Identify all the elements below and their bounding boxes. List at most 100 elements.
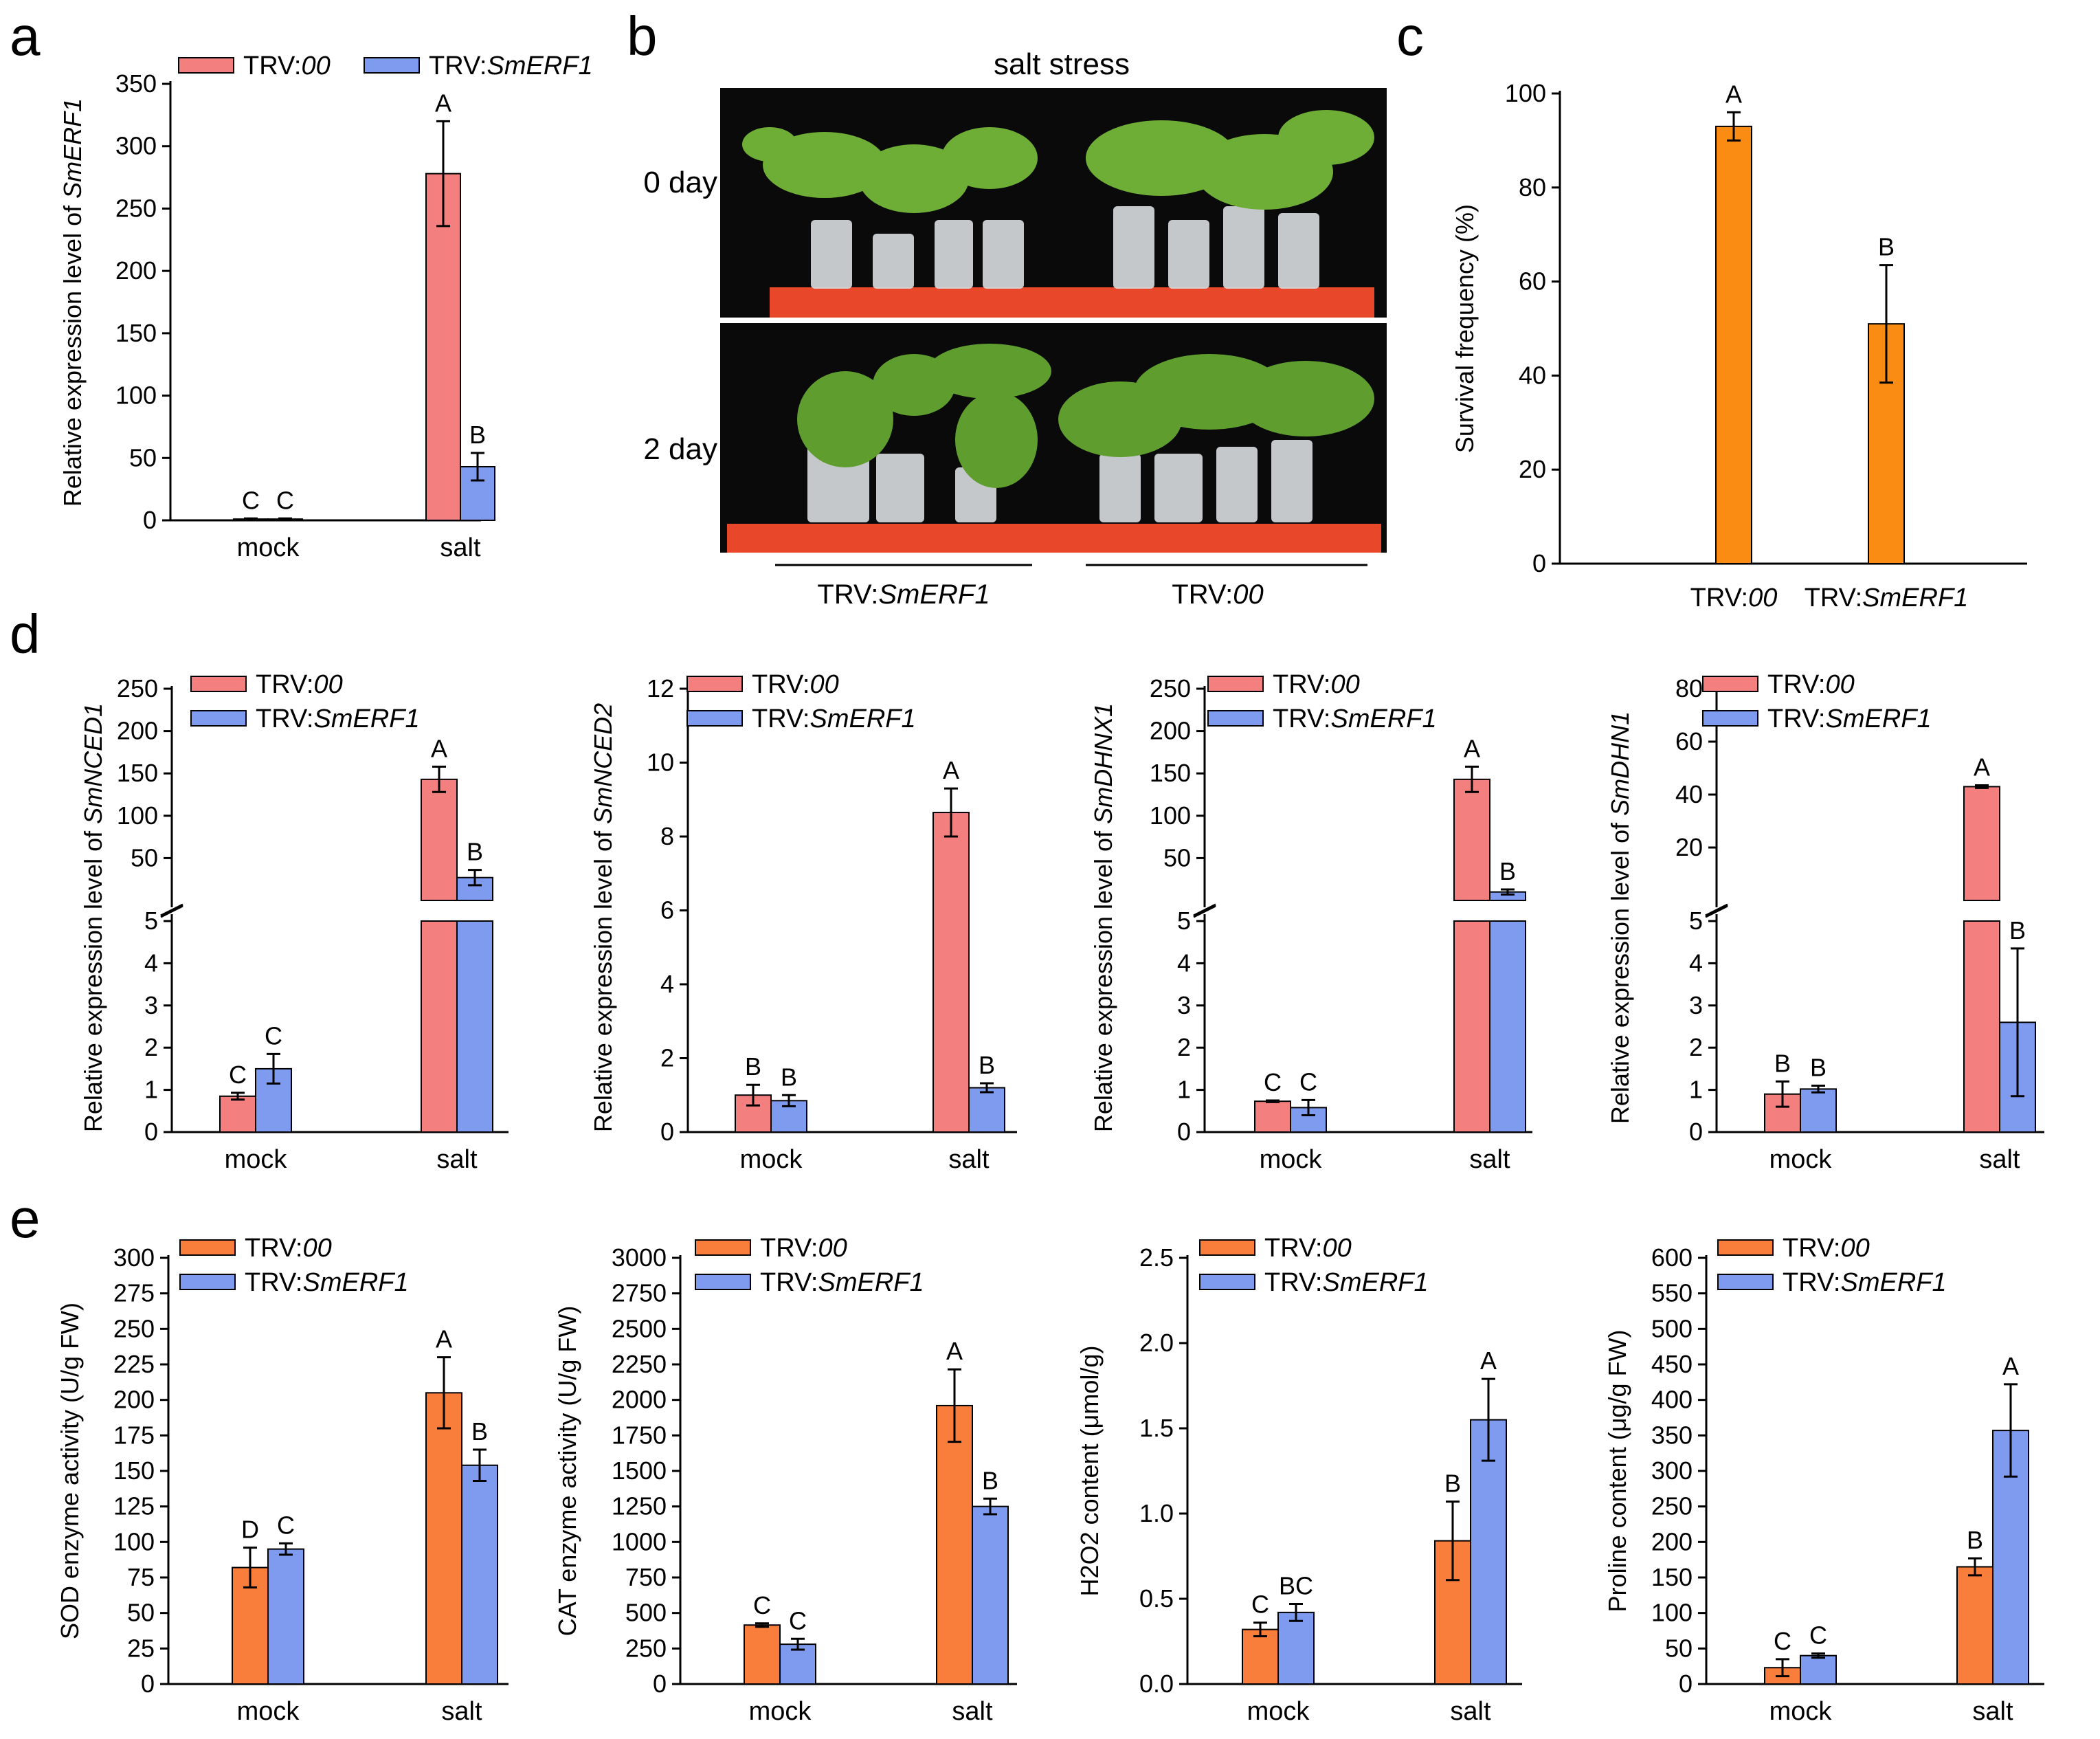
- y-tick-label-d3: 100: [1150, 801, 1191, 830]
- y-tick-label-e2: 1500: [612, 1456, 667, 1485]
- sig-letter-a: B: [469, 421, 486, 449]
- legend-swatch-d2-1: [686, 710, 743, 727]
- y-axis-label-d4: Relative expression level of SmDHN1: [1606, 711, 1634, 1124]
- legend-label-e4-1: TRV:SmERF1: [1783, 1268, 1947, 1297]
- sig-letter-e2: B: [982, 1466, 998, 1494]
- y-tick-label-e1: 200: [113, 1386, 155, 1414]
- y-tick-label-d1: 250: [117, 674, 158, 702]
- bar-e2-0-1: [936, 1404, 973, 1685]
- y-tick-label-d2: 10: [647, 749, 674, 777]
- legend-italic: SmERF1: [809, 705, 915, 733]
- legend-label-e3-1: TRV:SmERF1: [1264, 1268, 1429, 1297]
- y-axis-label-text: Relative expression level of: [589, 824, 617, 1132]
- y-tick-label-d4: 3: [1689, 991, 1703, 1019]
- legend-italic: SmERF1: [1322, 1268, 1428, 1297]
- x-tick-label-d3: mock: [1260, 1145, 1323, 1174]
- bar-e1-1-0: [267, 1548, 304, 1685]
- y-tick-label-e4: 500: [1651, 1314, 1693, 1342]
- bar-e3-1-0: [1277, 1611, 1315, 1685]
- x-tick-label-e2: salt: [952, 1697, 993, 1726]
- legend-swatch-e2-1: [695, 1274, 751, 1290]
- legend-label-d4-1: TRV:SmERF1: [1767, 705, 1932, 733]
- legend-prefix: TRV:: [245, 1268, 302, 1297]
- legend-label-a-0: TRV:00: [243, 52, 331, 80]
- y-tick-label-d4: 60: [1675, 727, 1703, 755]
- y-tick-label-e2: 500: [625, 1599, 667, 1627]
- sig-letter-e3: B: [1444, 1470, 1461, 1498]
- sig-letter-e2: A: [946, 1337, 963, 1365]
- y-axis-label-gene: SmDHNX1: [1089, 703, 1117, 824]
- y-tick-label-e1: 75: [127, 1563, 155, 1591]
- sig-letter-e4: A: [2002, 1352, 2019, 1380]
- axis-break-mark-d3: [1193, 903, 1216, 917]
- axis-break-mark-d1: [160, 903, 183, 917]
- legend-swatch-a-1: [364, 57, 420, 74]
- legend-italic: SmERF1: [313, 705, 419, 733]
- sig-letter-d4: B: [2009, 916, 2026, 944]
- sig-letter-a: A: [435, 89, 451, 117]
- y-tick-label-d2: 4: [660, 970, 674, 998]
- pots-day2: [807, 440, 1312, 522]
- bar-c-0: [1715, 125, 1752, 564]
- bar-lower-d3-0-1: [1453, 920, 1490, 1133]
- y-tick-label-d3: 3: [1177, 991, 1191, 1019]
- x-tick-label-e1: mock: [237, 1697, 300, 1726]
- bar-e1-1-1: [461, 1464, 498, 1685]
- legend-label-e1-0: TRV:00: [245, 1234, 332, 1263]
- bar-a-0-1: [425, 173, 461, 521]
- y-tick-label-e2: 2500: [612, 1314, 667, 1342]
- sig-letter-d3: C: [1299, 1067, 1317, 1096]
- y-tick-label-d1: 100: [117, 801, 158, 830]
- y-axis-label-text: Relative expression level of: [1089, 824, 1117, 1132]
- bar-e2-1-0: [779, 1643, 816, 1685]
- y-tick-label-d4: 40: [1675, 780, 1703, 808]
- legend-prefix: TRV:: [760, 1234, 818, 1263]
- legend-swatch-d1-0: [190, 676, 247, 692]
- y-tick-label-e4: 450: [1651, 1350, 1693, 1378]
- y-tick-label-d3: 0: [1177, 1118, 1191, 1146]
- sig-letter-d3: A: [1464, 734, 1480, 762]
- sig-letter-d2: B: [781, 1063, 797, 1091]
- y-tick-label-d3: 200: [1150, 717, 1191, 745]
- axis-break-mark-d4: [1705, 903, 1728, 917]
- y-tick-label-d4: 5: [1689, 907, 1703, 935]
- legend-italic: SmERF1: [302, 1268, 408, 1297]
- photo-title: salt stress: [994, 47, 1130, 81]
- sig-letter-d3: B: [1499, 857, 1516, 885]
- bar-e3-0-0: [1242, 1628, 1279, 1685]
- legend-swatch-e3-0: [1199, 1239, 1255, 1256]
- sig-letter-e2: C: [753, 1591, 771, 1619]
- legend-prefix: TRV:: [429, 52, 487, 80]
- panel-letter-d: d: [10, 603, 41, 665]
- legend-swatch-d2-0: [686, 676, 743, 692]
- y-axis-label-gene: SmERF1: [58, 98, 87, 199]
- legend-italic: 00: [1330, 670, 1359, 699]
- cat-italic: 00: [1748, 584, 1777, 612]
- y-axis-label-e1: SOD enzyme activity (U/g FW): [56, 1303, 84, 1639]
- x-tick-label-d2: salt: [948, 1145, 990, 1174]
- bar-d3-0-0: [1254, 1100, 1291, 1133]
- legend-italic: 00: [302, 1234, 331, 1263]
- legend-label-d4-0: TRV:00: [1767, 670, 1855, 699]
- legend-italic: 00: [313, 670, 342, 699]
- x-tick-label-a: salt: [440, 533, 481, 562]
- y-tick-label-e4: 400: [1651, 1386, 1693, 1414]
- tray-day0: [770, 287, 1374, 318]
- x-tick-label-d2: mock: [740, 1145, 803, 1174]
- bar-d2-1-1: [968, 1087, 1005, 1133]
- y-tick-label-e1: 50: [127, 1599, 155, 1627]
- legend-swatch-d3-0: [1207, 676, 1264, 692]
- y-tick-label-d3: 4: [1177, 949, 1191, 977]
- y-tick-label-a: 0: [143, 506, 157, 534]
- y-tick-label-d2: 0: [660, 1118, 674, 1146]
- y-tick-label-e4: 600: [1651, 1243, 1693, 1272]
- sig-letter-e4: C: [1774, 1627, 1791, 1655]
- legend-swatch-a-0: [178, 57, 234, 74]
- sig-letter-e1: B: [471, 1417, 488, 1446]
- axis-break-mark-d3: [1193, 905, 1216, 918]
- y-axis-label-text: Relative expression level of: [79, 824, 107, 1132]
- x-tick-label-d1: salt: [436, 1145, 478, 1174]
- legend-prefix: TRV:: [243, 52, 301, 80]
- sig-letter-c: A: [1725, 80, 1742, 108]
